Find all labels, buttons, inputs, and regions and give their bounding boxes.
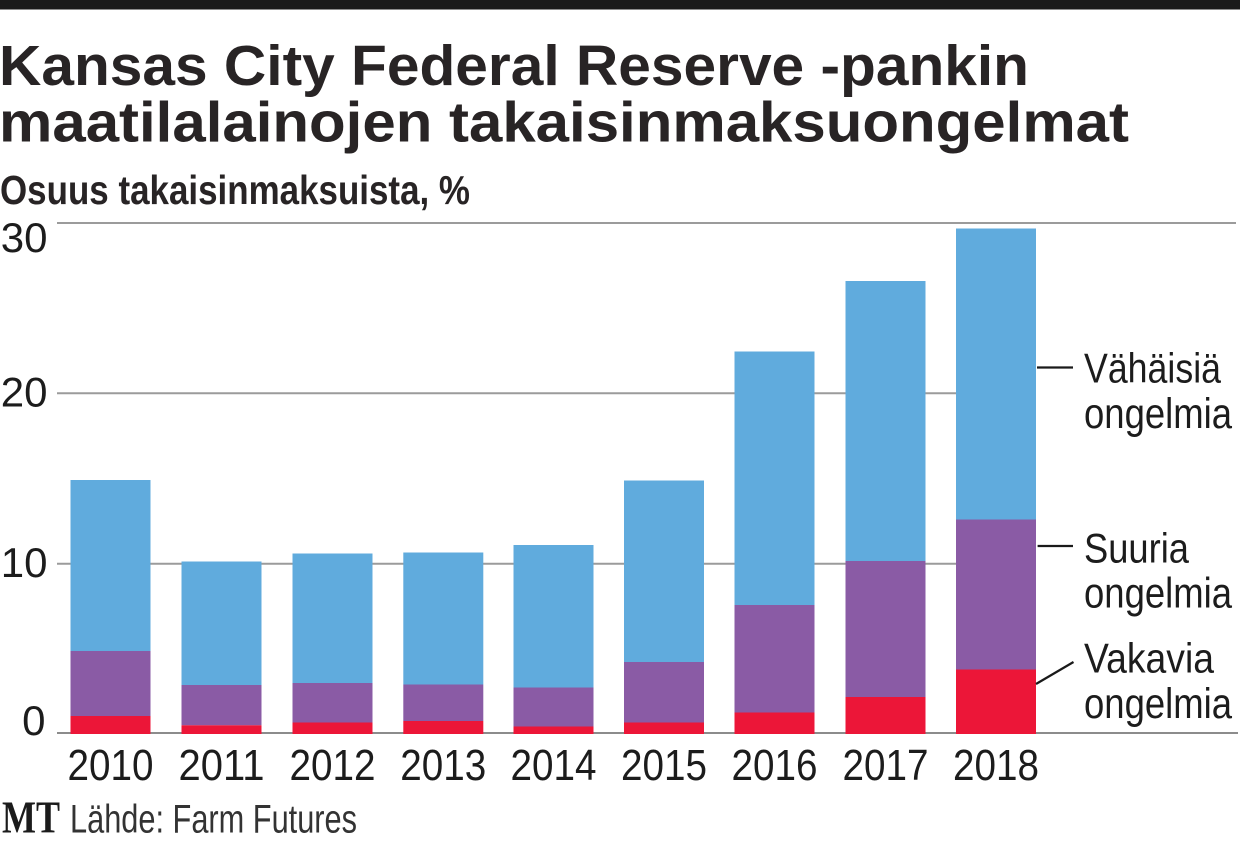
svg-text:2016: 2016: [732, 741, 818, 790]
svg-text:Osuus takaisinmaksuista, %: Osuus takaisinmaksuista, %: [0, 167, 470, 213]
svg-text:2015: 2015: [621, 741, 707, 790]
svg-text:2010: 2010: [68, 741, 154, 790]
svg-text:2011: 2011: [179, 741, 265, 790]
svg-text:Vakavia: Vakavia: [1084, 635, 1215, 682]
svg-text:30: 30: [1, 214, 48, 261]
svg-text:Vähäisiä: Vähäisiä: [1084, 345, 1222, 392]
svg-text:20: 20: [1, 369, 48, 416]
svg-text:Suuria: Suuria: [1084, 525, 1190, 572]
svg-text:maatilalainojen takaisinmaksuo: maatilalainojen takaisinmaksuongelmat: [0, 91, 1129, 155]
svg-text:2018: 2018: [953, 741, 1039, 790]
svg-text:MT: MT: [2, 792, 60, 842]
svg-text:ongelmia: ongelmia: [1084, 680, 1232, 728]
svg-text:2013: 2013: [400, 741, 486, 790]
svg-text:10: 10: [1, 539, 48, 586]
svg-text:0: 0: [22, 697, 45, 744]
svg-text:2012: 2012: [290, 741, 376, 790]
svg-text:Lähde: Farm Futures: Lähde: Farm Futures: [70, 798, 357, 842]
svg-text:2014: 2014: [511, 741, 597, 790]
svg-text:Kansas City Federal Reserve -p: Kansas City Federal Reserve -pankin: [0, 34, 1029, 98]
svg-text:ongelmia: ongelmia: [1084, 570, 1232, 618]
svg-text:ongelmia: ongelmia: [1084, 390, 1232, 438]
svg-text:2017: 2017: [843, 741, 929, 790]
